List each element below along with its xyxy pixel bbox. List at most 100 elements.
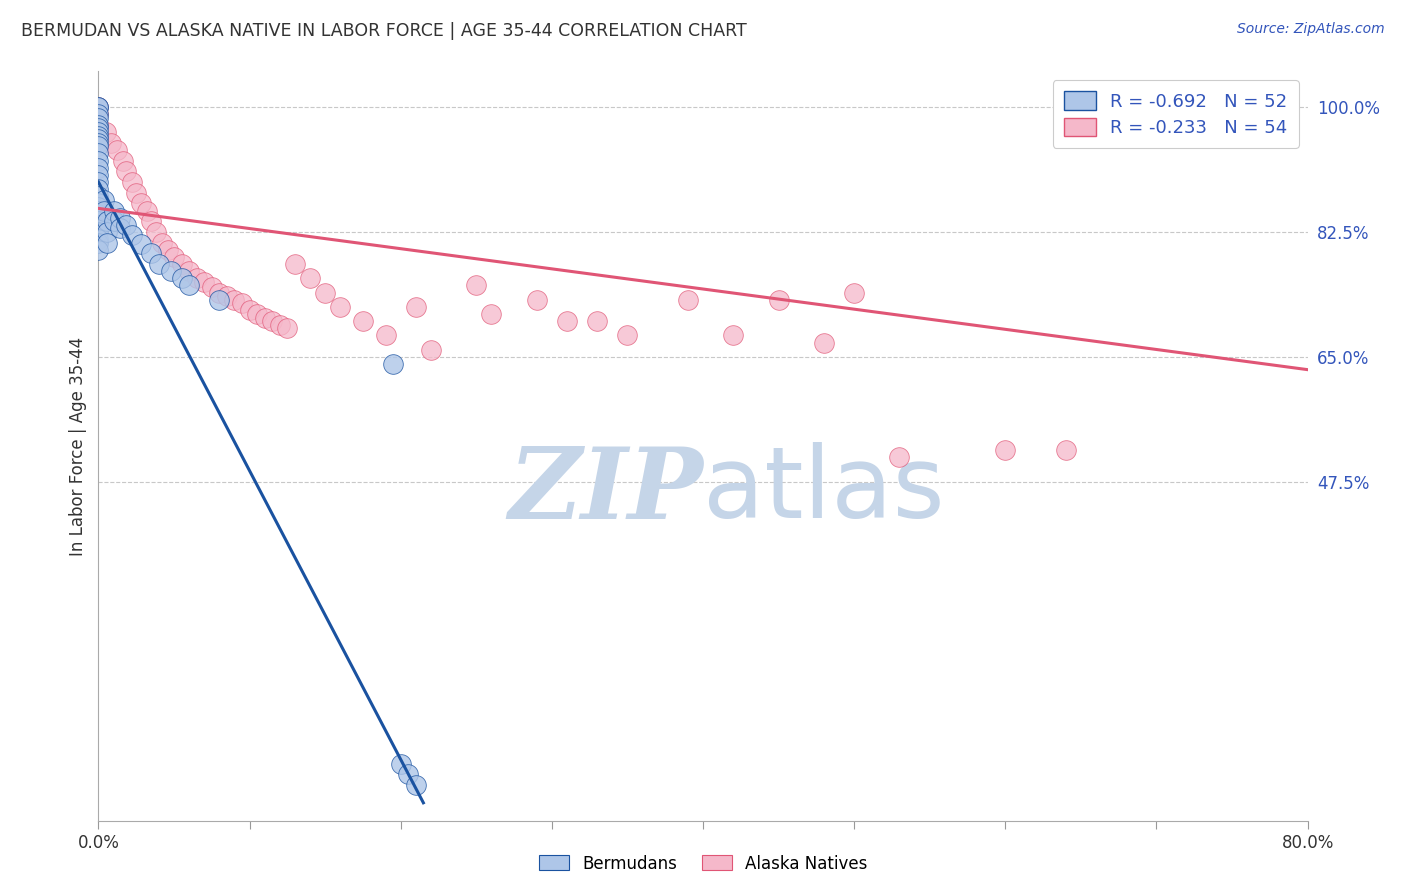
Point bbox=[87, 100, 110, 114]
Point bbox=[179, 278, 201, 293]
Point bbox=[87, 161, 110, 175]
Point bbox=[87, 107, 110, 121]
Point bbox=[121, 175, 143, 189]
Point bbox=[208, 293, 231, 307]
Point bbox=[96, 235, 118, 250]
Point bbox=[329, 300, 352, 314]
Y-axis label: In Labor Force | Age 35-44: In Labor Force | Age 35-44 bbox=[69, 336, 87, 556]
Point bbox=[96, 214, 118, 228]
Point bbox=[103, 203, 125, 218]
Point bbox=[768, 293, 790, 307]
Text: BERMUDAN VS ALASKA NATIVE IN LABOR FORCE | AGE 35-44 CORRELATION CHART: BERMUDAN VS ALASKA NATIVE IN LABOR FORCE… bbox=[21, 22, 747, 40]
Point bbox=[87, 243, 110, 257]
Point bbox=[114, 164, 136, 178]
Point bbox=[87, 168, 110, 182]
Point bbox=[262, 314, 284, 328]
Point bbox=[87, 196, 110, 211]
Point bbox=[87, 100, 110, 114]
Point bbox=[100, 136, 122, 150]
Point bbox=[87, 136, 110, 150]
Point bbox=[87, 207, 110, 221]
Point bbox=[111, 153, 134, 168]
Point bbox=[103, 214, 125, 228]
Point bbox=[87, 175, 110, 189]
Point bbox=[129, 237, 152, 252]
Point bbox=[145, 225, 167, 239]
Point bbox=[193, 275, 215, 289]
Point bbox=[224, 293, 246, 307]
Legend: Bermudans, Alaska Natives: Bermudans, Alaska Natives bbox=[531, 848, 875, 880]
Point bbox=[121, 228, 143, 243]
Point bbox=[723, 328, 745, 343]
Point bbox=[231, 296, 253, 310]
Point bbox=[163, 250, 186, 264]
Point bbox=[889, 450, 911, 464]
Point bbox=[87, 153, 110, 168]
Text: atlas: atlas bbox=[703, 442, 945, 540]
Point bbox=[276, 321, 298, 335]
Text: Source: ZipAtlas.com: Source: ZipAtlas.com bbox=[1237, 22, 1385, 37]
Point bbox=[481, 307, 503, 321]
Point bbox=[87, 111, 110, 125]
Point bbox=[389, 756, 412, 771]
Point bbox=[87, 139, 110, 153]
Point bbox=[215, 289, 238, 303]
Point bbox=[382, 357, 405, 371]
Point bbox=[87, 232, 110, 246]
Point bbox=[246, 307, 269, 321]
Point bbox=[135, 203, 157, 218]
Point bbox=[87, 125, 110, 139]
Point bbox=[299, 271, 322, 285]
Point bbox=[87, 189, 110, 203]
Point bbox=[108, 211, 131, 225]
Point bbox=[586, 314, 609, 328]
Point bbox=[156, 243, 179, 257]
Point bbox=[87, 107, 110, 121]
Point bbox=[87, 118, 110, 132]
Point bbox=[87, 182, 110, 196]
Point bbox=[87, 200, 110, 214]
Point bbox=[87, 121, 110, 136]
Point bbox=[105, 143, 128, 157]
Point bbox=[253, 310, 276, 325]
Text: ZIP: ZIP bbox=[508, 442, 703, 539]
Point bbox=[141, 214, 163, 228]
Point bbox=[87, 203, 110, 218]
Point bbox=[314, 285, 336, 300]
Point bbox=[87, 235, 110, 250]
Legend: R = -0.692   N = 52, R = -0.233   N = 54: R = -0.692 N = 52, R = -0.233 N = 54 bbox=[1053, 80, 1299, 148]
Point bbox=[129, 196, 152, 211]
Point bbox=[87, 211, 110, 225]
Point bbox=[87, 118, 110, 132]
Point bbox=[87, 214, 110, 228]
Point bbox=[87, 225, 110, 239]
Point bbox=[108, 221, 131, 235]
Point bbox=[405, 778, 427, 792]
Point bbox=[87, 218, 110, 232]
Point bbox=[87, 132, 110, 146]
Point bbox=[87, 128, 110, 143]
Point bbox=[994, 442, 1017, 457]
Point bbox=[374, 328, 396, 343]
Point bbox=[420, 343, 443, 357]
Point bbox=[170, 271, 193, 285]
Point bbox=[179, 264, 201, 278]
Point bbox=[170, 257, 193, 271]
Point bbox=[141, 246, 163, 260]
Point bbox=[186, 271, 208, 285]
Point bbox=[87, 221, 110, 235]
Point bbox=[465, 278, 488, 293]
Point bbox=[352, 314, 374, 328]
Point bbox=[160, 264, 183, 278]
Point bbox=[148, 257, 170, 271]
Point bbox=[150, 235, 173, 250]
Point bbox=[93, 203, 115, 218]
Point bbox=[844, 285, 866, 300]
Point bbox=[269, 318, 291, 332]
Point bbox=[114, 218, 136, 232]
Point bbox=[87, 146, 110, 161]
Point bbox=[96, 225, 118, 239]
Point bbox=[239, 303, 262, 318]
Point bbox=[93, 193, 115, 207]
Point bbox=[526, 293, 548, 307]
